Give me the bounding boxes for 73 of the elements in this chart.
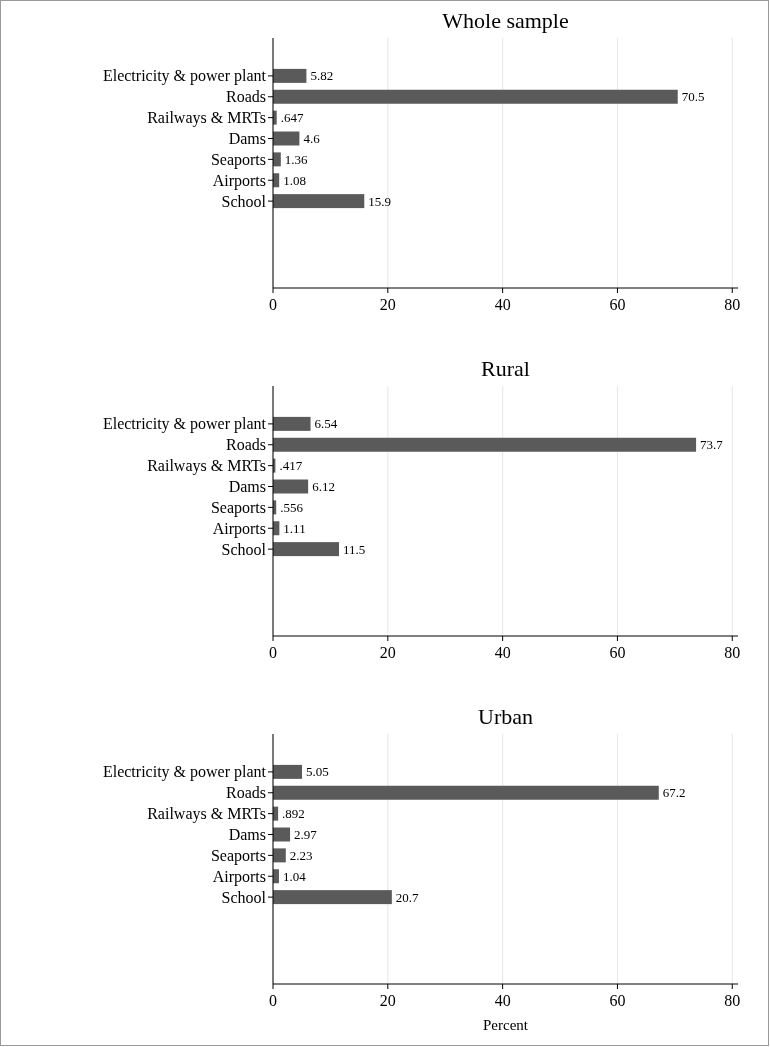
x-tick-label: 80 bbox=[724, 296, 741, 313]
y-tick-label: Dams bbox=[228, 826, 266, 844]
y-tick-label: School bbox=[221, 540, 267, 558]
data-label: 1.04 bbox=[282, 868, 307, 884]
y-tick-label: Airports bbox=[212, 171, 266, 190]
bar bbox=[273, 764, 302, 779]
data-label: .417 bbox=[279, 458, 303, 474]
x-tick-label: 20 bbox=[379, 992, 396, 1009]
x-tick-label: 80 bbox=[724, 644, 741, 661]
x-tick-label: 60 bbox=[609, 296, 626, 313]
y-tick-label: Seaports bbox=[210, 498, 266, 517]
y-tick-label: Roads bbox=[226, 784, 266, 802]
y-tick-label: Railways & MRTs bbox=[147, 457, 266, 476]
y-tick-label: Airports bbox=[212, 519, 266, 538]
data-label: .892 bbox=[282, 806, 305, 822]
bar bbox=[273, 416, 311, 431]
y-tick-label: Roads bbox=[226, 88, 266, 106]
x-tick-label: 0 bbox=[269, 644, 277, 661]
data-label: 6.12 bbox=[312, 479, 335, 495]
bar bbox=[273, 89, 678, 104]
data-label: 20.7 bbox=[395, 889, 420, 905]
bar bbox=[273, 437, 697, 452]
bar bbox=[273, 68, 307, 83]
x-tick-label: 20 bbox=[379, 644, 396, 661]
data-label: 5.82 bbox=[310, 68, 334, 84]
data-label: 4.6 bbox=[303, 131, 321, 147]
data-label: 5.05 bbox=[305, 764, 329, 780]
y-tick-label: Roads bbox=[226, 436, 266, 454]
y-tick-label: Seaports bbox=[210, 150, 266, 169]
chart-title: Rural bbox=[481, 356, 530, 381]
y-tick-label: Dams bbox=[228, 130, 266, 148]
y-tick-label: Railways & MRTs bbox=[147, 805, 266, 824]
bar bbox=[273, 848, 286, 863]
data-label: 2.97 bbox=[294, 827, 318, 843]
bar bbox=[273, 152, 281, 167]
x-tick-label: 60 bbox=[609, 644, 626, 661]
bar bbox=[273, 479, 309, 494]
y-tick-label: School bbox=[221, 192, 267, 210]
x-tick-label: 40 bbox=[494, 296, 511, 313]
data-label: 67.2 bbox=[662, 785, 686, 801]
bar bbox=[273, 785, 659, 800]
data-label: 2.23 bbox=[289, 847, 313, 863]
data-label: 6.54 bbox=[314, 416, 338, 432]
y-tick-label: School bbox=[221, 888, 267, 906]
x-axis-title: Percent bbox=[483, 1017, 529, 1033]
x-tick-label: 80 bbox=[724, 992, 741, 1009]
y-tick-label: Railways & MRTs bbox=[147, 109, 266, 128]
data-label: 73.7 bbox=[700, 437, 724, 453]
y-tick-label: Electricity & power plant bbox=[102, 763, 267, 782]
chart-title: Whole sample bbox=[442, 8, 569, 33]
data-label: 15.9 bbox=[368, 193, 392, 209]
x-tick-label: 0 bbox=[269, 296, 277, 313]
bar bbox=[273, 194, 365, 209]
bar bbox=[273, 890, 392, 905]
chart-title: Urban bbox=[478, 704, 533, 729]
x-tick-label: 40 bbox=[494, 992, 511, 1009]
data-label: 70.5 bbox=[681, 89, 705, 105]
y-tick-label: Electricity & power plant bbox=[102, 415, 267, 434]
data-label: 1.11 bbox=[283, 520, 306, 536]
y-tick-label: Seaports bbox=[210, 846, 266, 865]
y-tick-label: Electricity & power plant bbox=[102, 67, 267, 86]
data-label: 11.5 bbox=[343, 541, 366, 557]
x-tick-label: 60 bbox=[609, 992, 626, 1009]
data-label: 1.36 bbox=[284, 151, 309, 167]
y-tick-label: Airports bbox=[212, 867, 266, 886]
data-label: .647 bbox=[280, 110, 304, 126]
x-tick-label: 0 bbox=[269, 992, 277, 1009]
y-tick-label: Dams bbox=[228, 478, 266, 496]
x-tick-label: 20 bbox=[379, 296, 396, 313]
bar bbox=[273, 542, 340, 557]
data-label: 1.08 bbox=[283, 172, 306, 188]
data-label: .556 bbox=[280, 499, 304, 515]
x-tick-label: 40 bbox=[494, 644, 511, 661]
